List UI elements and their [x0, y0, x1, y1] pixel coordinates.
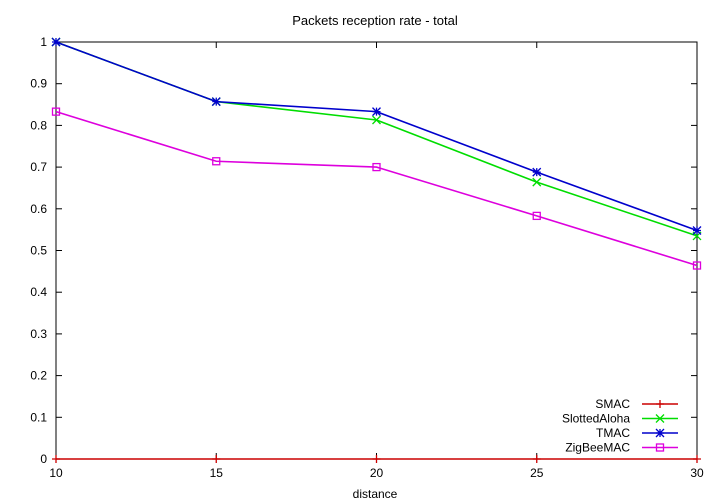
data-point	[372, 115, 381, 125]
y-tick-label: 1	[40, 35, 47, 49]
series-line	[55, 41, 698, 232]
legend-label: SMAC	[595, 397, 630, 411]
legend-marker	[655, 443, 665, 452]
series-smac	[52, 455, 701, 463]
data-point	[212, 157, 221, 166]
x-tick-label: 30	[690, 466, 704, 480]
legend-marker	[656, 400, 664, 408]
series-line	[55, 110, 698, 267]
legend-label: ZigBeeMAC	[565, 441, 630, 455]
x-tick-label: 20	[370, 466, 384, 480]
y-tick-label: 0.2	[30, 369, 47, 383]
y-tick-label: 0.9	[30, 77, 47, 91]
legend-marker	[655, 428, 665, 438]
legend-label: SlottedAloha	[562, 412, 630, 426]
data-point	[693, 455, 701, 463]
data-point	[212, 455, 221, 463]
y-tick-label: 0.3	[30, 327, 47, 341]
data-point	[532, 455, 541, 463]
legend-entry: SlottedAloha	[562, 412, 678, 426]
x-tick-label: 25	[530, 466, 544, 480]
data-point	[532, 177, 542, 187]
x-tick-label: 15	[210, 466, 224, 480]
data-point	[372, 455, 381, 463]
y-tick-label: 0.1	[30, 410, 47, 424]
data-point	[51, 107, 61, 116]
data-point	[372, 162, 381, 172]
data-point	[52, 455, 60, 463]
y-tick-label: 0.5	[30, 244, 47, 258]
y-tick-label: 0.8	[30, 118, 47, 132]
y-tick-label: 0.7	[30, 160, 47, 174]
data-point	[532, 167, 542, 177]
legend-label: TMAC	[596, 426, 630, 440]
chart-title: Packets reception rate - total	[292, 13, 458, 28]
y-tick-label: 0	[40, 452, 47, 466]
y-tick-label: 0.6	[30, 202, 47, 216]
data-point	[692, 261, 702, 270]
legend-entry: ZigBeeMAC	[565, 441, 678, 455]
series-line	[55, 41, 698, 237]
legend-entry: SMAC	[595, 397, 678, 411]
data-point	[692, 226, 702, 235]
series-slottedaloha	[51, 37, 702, 241]
series-layer	[51, 37, 702, 463]
data-point	[372, 107, 381, 117]
legend-marker	[655, 414, 665, 423]
data-point	[532, 211, 541, 221]
x-tick-label: 10	[49, 466, 63, 480]
legend-entry: TMAC	[596, 426, 678, 440]
series-tmac	[51, 37, 702, 235]
data-point	[51, 37, 61, 47]
y-tick-label: 0.4	[30, 285, 47, 299]
series-zigbeemac	[51, 107, 702, 270]
data-point	[211, 97, 221, 107]
x-axis-label: distance	[353, 487, 398, 501]
axes: 0 0.1 0.2 0.3 0.4 0.5 0.6 0.7 0.8 0.9 1 10 15 20 25 30	[30, 35, 704, 480]
